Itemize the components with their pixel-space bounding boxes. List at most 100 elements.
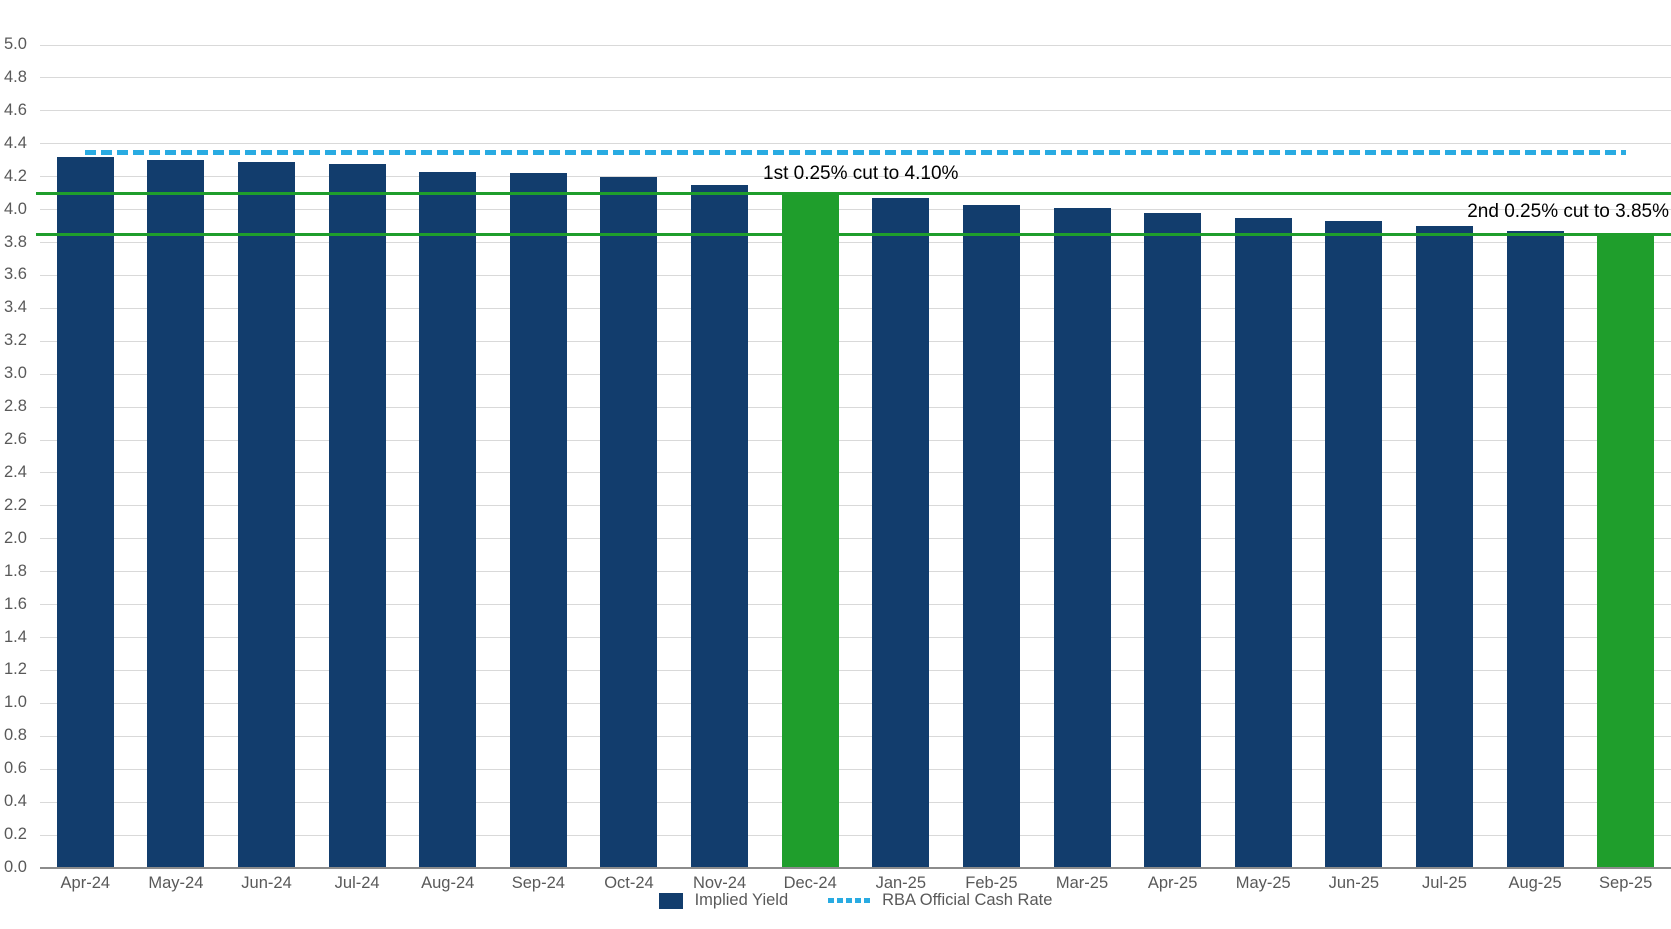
legend-label-rba: RBA Official Cash Rate — [882, 891, 1053, 909]
gridline — [40, 77, 1671, 79]
x-tick-label: May-24 — [148, 874, 204, 892]
gridline — [40, 44, 1671, 46]
bar-cell — [584, 45, 675, 868]
gridline — [40, 307, 1671, 309]
y-tick-label: 4.8 — [4, 67, 27, 86]
bar-cell — [493, 45, 584, 868]
bar-series — [40, 45, 1671, 868]
y-tick-label: 1.2 — [4, 660, 27, 679]
bar-Mar-25 — [1053, 207, 1111, 868]
bar-Nov-24 — [691, 184, 749, 868]
y-tick-label: 0.8 — [4, 726, 27, 745]
x-axis-line — [40, 867, 1671, 869]
bar-Aug-25 — [1506, 231, 1564, 868]
gridline — [40, 176, 1671, 178]
y-tick-label: 1.0 — [4, 693, 27, 712]
second-cut-line — [36, 232, 1671, 236]
x-axis-labels: Apr-24 May-24 Jun-24 Jul-24 Aug-24 Sep-24 Oct-… — [40, 874, 1671, 893]
y-tick-label: 2.0 — [4, 528, 27, 547]
x-tick-label: Jul-24 — [334, 874, 380, 892]
legend: Implied Yield RBA Official Cash Rate — [40, 891, 1671, 910]
bar-cell — [1399, 45, 1490, 868]
x-tick-label: Jun-25 — [1328, 874, 1380, 892]
bar-cell — [674, 45, 765, 868]
y-tick-label: 2.4 — [4, 462, 27, 481]
x-tick-label: Aug-24 — [421, 874, 475, 892]
gridline — [40, 538, 1671, 540]
bar-Apr-24 — [56, 156, 114, 868]
bar-cell — [40, 45, 131, 868]
first-cut-annotation: 1st 0.25% cut to 4.10% — [763, 163, 959, 185]
gridline — [40, 439, 1671, 441]
bar-cell — [765, 45, 856, 868]
y-tick-label: 2.2 — [4, 495, 27, 514]
implied-yield-swatch-icon — [658, 892, 683, 909]
bar-May-24 — [147, 160, 205, 868]
bar-Sep-24 — [509, 173, 567, 868]
y-tick-label: 4.4 — [4, 133, 27, 152]
bar-cell — [131, 45, 222, 868]
gridline — [40, 801, 1671, 803]
x-tick-label: Oct-24 — [604, 874, 654, 892]
x-tick-label: Nov-24 — [692, 874, 747, 892]
bar-Dec-24 — [781, 193, 839, 868]
x-tick-label: Jul-25 — [1421, 874, 1467, 892]
gridline — [40, 406, 1671, 408]
bar-Feb-25 — [962, 204, 1020, 868]
gridline — [40, 340, 1671, 342]
gridline — [40, 472, 1671, 474]
bar-cell — [1037, 45, 1128, 868]
plot-area: 1st 0.25% cut to 4.10% 2nd 0.25% cut to … — [36, 44, 1671, 869]
y-tick-label: 0.2 — [4, 825, 27, 844]
x-tick-label: Apr-24 — [60, 874, 111, 892]
y-tick-label: 0.0 — [4, 858, 27, 876]
y-tick-label: 4.0 — [4, 199, 27, 218]
bar-cell — [1127, 45, 1218, 868]
y-tick-label: 2.8 — [4, 397, 27, 416]
bar-cell — [1580, 45, 1671, 868]
bar-Jun-25 — [1325, 221, 1383, 868]
y-tick-label: 1.8 — [4, 561, 27, 580]
gridline — [40, 110, 1671, 112]
bar-cell — [855, 45, 946, 868]
bar-Jul-24 — [328, 163, 386, 868]
gridline — [40, 637, 1671, 639]
bar-Oct-24 — [600, 176, 658, 868]
x-tick-label: Dec-24 — [783, 874, 837, 892]
rba-cash-rate-line — [85, 149, 1626, 155]
x-tick-label: Sep-25 — [1599, 874, 1653, 892]
y-tick-label: 2.6 — [4, 430, 27, 449]
bar-Sep-25 — [1597, 234, 1655, 868]
y-tick-label: 3.4 — [4, 298, 27, 317]
gridline — [40, 505, 1671, 507]
x-tick-label: Jun-24 — [241, 874, 292, 892]
y-tick-label: 3.6 — [4, 265, 27, 284]
x-tick-label: May-25 — [1235, 874, 1291, 892]
y-tick-label: 5.0 — [4, 35, 27, 53]
bar-cell — [1218, 45, 1309, 868]
gridline — [40, 373, 1671, 375]
y-tick-label: 0.6 — [4, 759, 27, 778]
gridline — [40, 209, 1671, 211]
gridline — [40, 242, 1671, 244]
x-tick-label: Jan-25 — [875, 874, 927, 892]
bar-Jul-25 — [1415, 226, 1473, 868]
x-tick-label: Mar-25 — [1055, 874, 1109, 892]
first-cut-line — [36, 191, 1671, 195]
gridline — [40, 669, 1671, 671]
gridline — [40, 274, 1671, 276]
bar-Jan-25 — [872, 198, 930, 868]
y-tick-label: 3.8 — [4, 232, 27, 251]
bar-Apr-25 — [1144, 212, 1202, 868]
x-tick-label: Feb-25 — [965, 874, 1018, 892]
gridline — [40, 768, 1671, 770]
second-cut-annotation: 2nd 0.25% cut to 3.85% — [1467, 201, 1669, 223]
x-tick-label: Apr-25 — [1147, 874, 1198, 892]
y-tick-label: 0.4 — [4, 792, 27, 811]
y-tick-label: 1.4 — [4, 627, 27, 646]
gridline — [40, 604, 1671, 606]
y-tick-label: 3.2 — [4, 331, 27, 350]
gridline — [40, 571, 1671, 573]
bar-cell — [946, 45, 1037, 868]
